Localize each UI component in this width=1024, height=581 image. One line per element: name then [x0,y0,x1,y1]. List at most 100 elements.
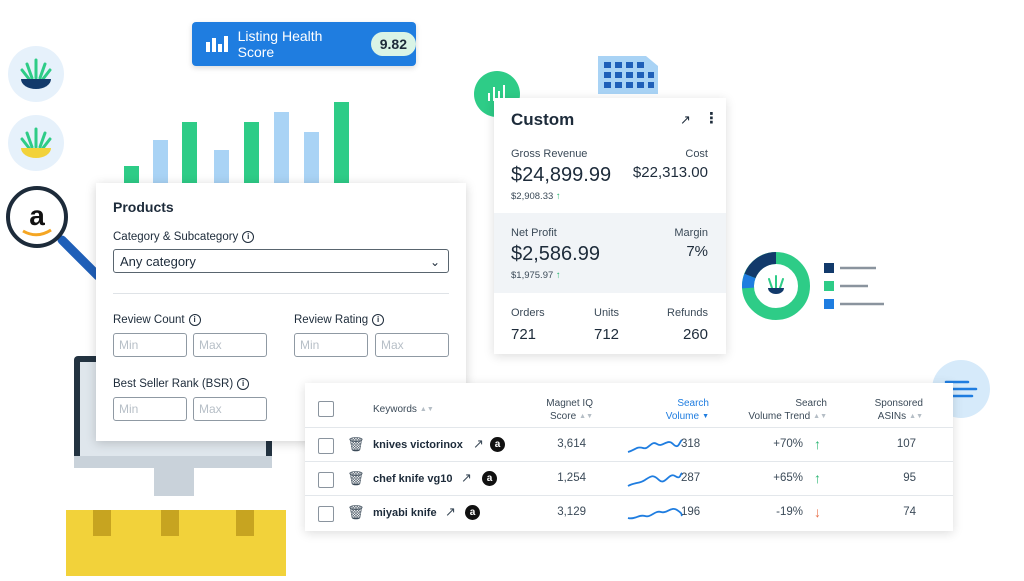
magnet-iq-score: 3,129 [557,506,586,518]
custom-metrics-card: Custom ↗ ⋮ Gross Revenue $24,899.99 $2,9… [494,98,726,354]
orders-label: Orders [511,307,545,319]
review-count-max-input[interactable]: Max [193,333,267,357]
arrow-up-icon: ↑ [555,191,561,202]
amazon-icon[interactable]: a [482,471,497,486]
cost-label: Cost [685,148,708,160]
deco-bar [182,122,197,186]
refunds-label: Refunds [667,307,708,319]
magnet-iq-score: 1,254 [557,472,586,484]
orders-value: 721 [511,326,537,343]
bsr-min-input[interactable]: Min [113,397,187,421]
sponsored-asins: 107 [896,438,916,450]
building-icon [596,52,660,94]
header-search-volume[interactable]: Search Volume ▼ [665,398,709,423]
amazon-icon[interactable]: a [490,437,505,452]
arrow-down-icon: ↓ [814,504,821,520]
arrow-up-icon: ↑ [814,470,821,486]
header-sponsored-asins[interactable]: Sponsored ASINs ▲▼ [874,398,923,423]
deco-bar [334,102,349,186]
row-checkbox[interactable] [318,506,334,522]
sort-icon: ▲▼ [909,413,923,420]
review-rating-min-input[interactable]: Min [294,333,368,357]
net-profit-prev: $1,975.97 ↑ [511,270,561,281]
sponsored-asins: 74 [903,506,916,518]
keyword-text: knives victorinox [373,439,463,451]
trash-icon[interactable]: 🗑 [347,436,365,452]
trash-icon[interactable]: 🗑 [347,470,365,486]
net-profit-value: $2,586.99 [511,243,600,265]
more-vertical-icon[interactable]: ⋮ [704,110,719,127]
sponsored-asins: 95 [903,472,916,484]
external-link-icon[interactable]: ↗ [445,504,456,519]
volume-trend: -19% [776,506,803,518]
review-rating-label: Review Rating i [294,314,385,326]
sort-icon: ▲▼ [419,406,434,413]
magnet-iq-score: 3,614 [557,438,586,450]
units-value: 712 [594,326,620,343]
sort-icon: ▲▼ [579,413,593,420]
keywords-table: Keywords ▲▼ Magnet IQ Score ▲▼ Search Volume… [305,383,953,531]
bar-chart-icon [206,36,228,52]
sort-icon: ▲▼ [813,413,827,420]
review-count-label: Review Count i [113,314,201,326]
review-rating-max-input[interactable]: Max [375,333,449,357]
gross-revenue-value: $24,899.99 [511,164,612,186]
sparkline [627,508,683,520]
listing-health-label: Listing Health Score [237,28,323,60]
products-title: Products [113,199,174,215]
external-link-icon[interactable]: ↗ [680,112,691,127]
volume-trend: +70% [773,438,803,450]
row-checkbox[interactable] [318,472,334,488]
deco-bar [214,150,229,186]
header-keywords[interactable]: Keywords ▲▼ [373,404,434,416]
sparkline [627,439,683,453]
info-icon: i [237,378,250,390]
review-count-min-input[interactable]: Min [113,333,187,357]
decorative-bars [118,96,358,186]
deco-bar [274,112,289,186]
category-select[interactable]: Any category ⌄ [113,249,449,273]
select-all-checkbox[interactable] [318,401,334,417]
margin-value: 7% [686,243,708,260]
header-magnet-iq[interactable]: Magnet IQ Score ▲▼ [546,398,593,423]
net-profit-band [494,213,726,293]
gross-revenue-prev: $2,908.33 ↑ [511,191,561,202]
products-panel: Products Category & Subcategory i Any cat… [96,183,466,441]
svg-text:a: a [29,200,45,231]
info-icon: i [372,314,385,326]
arrow-up-icon: ↑ [555,270,561,281]
plant-bowl-navy-icon [8,46,64,102]
table-row: 🗑 knives victorinox ↗ a 3,614 318 +70% ↑… [305,427,953,462]
gross-revenue-label: Gross Revenue [511,148,588,160]
search-volume: 196 [681,506,701,518]
deco-bar [244,122,259,186]
search-volume: 287 [681,472,701,484]
bsr-max-input[interactable]: Max [193,397,267,421]
donut-legend-illustration [738,248,888,324]
trash-icon[interactable]: 🗑 [347,504,365,520]
arrow-up-icon: ↑ [814,436,821,452]
boxes-illustration [66,492,286,576]
cost-value: $22,313.00 [632,164,708,181]
external-link-icon[interactable]: ↗ [473,436,484,451]
keyword-text: chef knife vg10 [373,473,453,485]
row-checkbox[interactable] [318,438,334,454]
deco-bar [124,166,139,186]
listing-health-badge[interactable]: Listing Health Score 9.82 [192,22,416,66]
divider [113,293,449,294]
chevron-down-icon: ⌄ [429,255,440,269]
plant-bowl-yellow-icon [8,115,64,171]
sparkline [627,472,683,487]
amazon-magnifier-icon: a [4,184,104,284]
net-profit-label: Net Profit [511,227,557,239]
deco-bar [304,132,319,186]
custom-title: Custom [511,110,575,129]
refunds-value: 260 [682,326,708,343]
header-search-volume-trend[interactable]: Search Volume Trend ▲▼ [748,398,827,423]
search-volume: 318 [681,438,701,450]
amazon-icon[interactable]: a [465,505,480,520]
external-link-icon[interactable]: ↗ [461,470,472,485]
bsr-label: Best Seller Rank (BSR) i [113,378,250,390]
table-row: 🗑 chef knife vg10 ↗ a 1,254 287 +65% ↑ 9… [305,461,953,496]
margin-label: Margin [674,227,708,239]
